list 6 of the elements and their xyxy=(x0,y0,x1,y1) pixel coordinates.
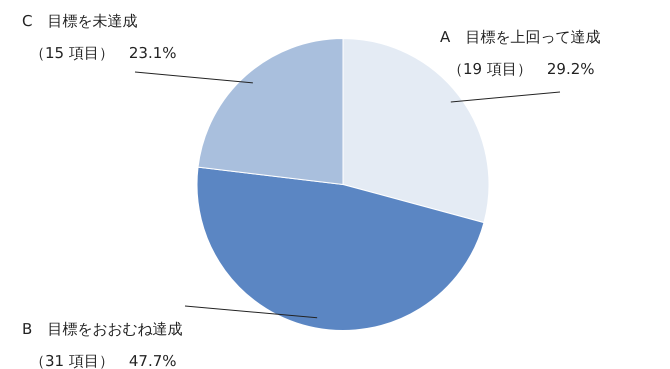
slice-label: A 目標を上回って達成 xyxy=(440,28,600,46)
data-label: （15 項目） 23.1% xyxy=(30,44,177,62)
slice-label: B 目標をおおむね達成 xyxy=(22,320,182,338)
data-label: （19 項目） 29.2% xyxy=(448,60,595,78)
data-label: （31 項目） 47.7% xyxy=(30,352,177,369)
slice-label: C 目標を未達成 xyxy=(22,12,138,30)
